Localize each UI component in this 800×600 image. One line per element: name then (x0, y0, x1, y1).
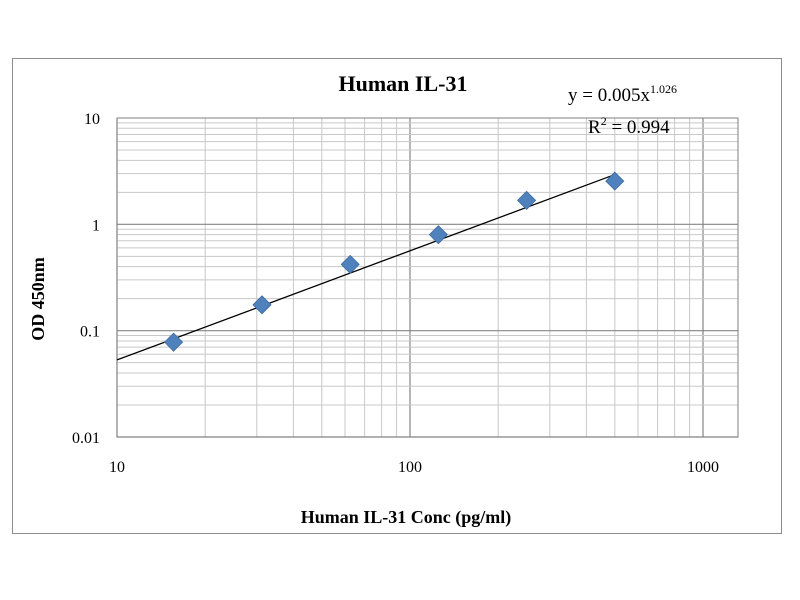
y-tick-label: 1 (92, 217, 100, 234)
y-tick-label: 0.01 (72, 430, 100, 447)
chart-title: Human IL-31 (339, 71, 468, 96)
equation-base: y = 0.005x (568, 85, 650, 106)
power-trendline (116, 173, 616, 361)
plot-area-border (116, 117, 739, 438)
x-axis-ticks: 10 100 1000 (109, 459, 719, 476)
y-axis-label: OD 450nm (28, 257, 48, 341)
data-point-marker (605, 171, 625, 191)
gridlines (116, 118, 738, 438)
x-axis-label: Human IL-31 Conc (pg/ml) (301, 507, 512, 528)
trendline-equation: y = 0.005x1.026 (568, 82, 677, 106)
x-tick-label: 10 (109, 459, 125, 476)
data-point-marker (252, 295, 272, 315)
x-tick-label: 100 (398, 459, 422, 476)
data-point-marker (164, 332, 184, 352)
x-tick-label: 1000 (687, 459, 719, 476)
r-squared-label: R2 = 0.994 (588, 114, 670, 138)
y-axis-ticks: 10 1 0.1 0.01 (72, 111, 100, 447)
r-squared-value: = 0.994 (607, 117, 670, 138)
data-points (164, 171, 625, 352)
trendline-group (116, 173, 616, 361)
y-tick-label: 10 (84, 111, 100, 128)
r-squared-symbol: R (588, 117, 601, 138)
r-squared-superscript: 2 (601, 114, 607, 128)
y-tick-label: 0.1 (80, 324, 100, 341)
equation-exponent: 1.026 (650, 82, 677, 96)
data-point-marker (428, 225, 448, 245)
data-point-marker (340, 254, 360, 274)
data-point-marker (517, 190, 537, 210)
